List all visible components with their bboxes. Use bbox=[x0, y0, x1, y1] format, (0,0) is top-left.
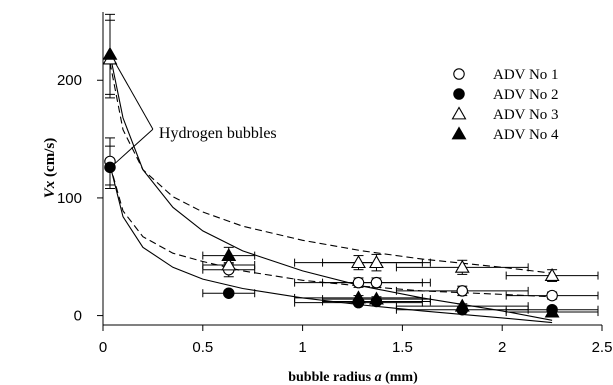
legend-marker bbox=[451, 106, 467, 120]
data-point bbox=[221, 257, 237, 271]
annotation-text: Hydrogen bubbles bbox=[159, 125, 277, 142]
data-markers bbox=[102, 46, 560, 318]
y-tick-label: 0 bbox=[74, 308, 82, 325]
axes bbox=[102, 12, 602, 326]
data-point bbox=[546, 289, 558, 302]
x-tick-label: 0 bbox=[99, 339, 107, 356]
legend-marker bbox=[453, 88, 465, 100]
legend-label: ADV No 4 bbox=[493, 127, 559, 143]
x-axis-label-prefix: bubble radius bbox=[288, 370, 374, 385]
legend-marker bbox=[453, 68, 465, 80]
data-point bbox=[352, 276, 365, 289]
data-point bbox=[104, 161, 116, 174]
error-bars bbox=[104, 13, 599, 317]
annotation: Hydrogen bubbles bbox=[114, 62, 277, 164]
x-tick-label: 2 bbox=[498, 339, 506, 356]
x-tick-label: 2.5 bbox=[592, 339, 613, 356]
fit-curve-solid bbox=[109, 164, 553, 324]
y-tick-label: 100 bbox=[57, 190, 82, 207]
data-point bbox=[369, 255, 384, 269]
data-point bbox=[544, 304, 560, 318]
data-point bbox=[102, 46, 118, 60]
fit-curve-dashed bbox=[109, 62, 553, 274]
data-point bbox=[222, 287, 235, 299]
data-point bbox=[456, 285, 469, 297]
x-axis-label: bubble radius a (mm) bbox=[288, 370, 418, 385]
y-axis-label: Vx (cm/s) bbox=[42, 138, 58, 198]
x-tick-label: 1 bbox=[298, 339, 306, 356]
fit-curve-solid bbox=[109, 54, 553, 321]
data-point bbox=[454, 259, 470, 273]
annotation-leader bbox=[114, 62, 154, 130]
data-point bbox=[221, 247, 237, 262]
x-ticks: 0 0.5 1 1.5 2 2.5 bbox=[99, 325, 613, 356]
legend-label: ADV No 3 bbox=[493, 107, 559, 123]
data-point bbox=[351, 290, 366, 304]
data-point bbox=[454, 298, 470, 312]
y-axis-label-unit: (cm/s) bbox=[42, 138, 58, 181]
y-axis-label-var: Vx bbox=[42, 180, 58, 198]
fit-curves bbox=[109, 54, 553, 324]
data-point bbox=[370, 276, 383, 289]
legend-label: ADV No 2 bbox=[493, 87, 559, 103]
data-point bbox=[369, 291, 384, 305]
x-axis-label-suffix: (mm) bbox=[382, 370, 418, 385]
y-ticks: 0 100 200 bbox=[57, 72, 103, 325]
x-tick-label: 1.5 bbox=[392, 339, 413, 356]
legend: ADV No 1 ADV No 2 ADV No 3 ADV No 4 bbox=[451, 67, 559, 143]
data-point bbox=[544, 267, 560, 282]
y-tick-label: 200 bbox=[57, 72, 82, 89]
annotation-leader bbox=[114, 128, 154, 164]
fit-curve-dashed bbox=[109, 164, 553, 298]
data-point bbox=[351, 255, 366, 269]
x-tick-label: 0.5 bbox=[192, 339, 213, 356]
legend-label: ADV No 1 bbox=[493, 67, 559, 83]
x-axis-label-var: a bbox=[375, 370, 382, 385]
legend-marker bbox=[451, 126, 467, 140]
